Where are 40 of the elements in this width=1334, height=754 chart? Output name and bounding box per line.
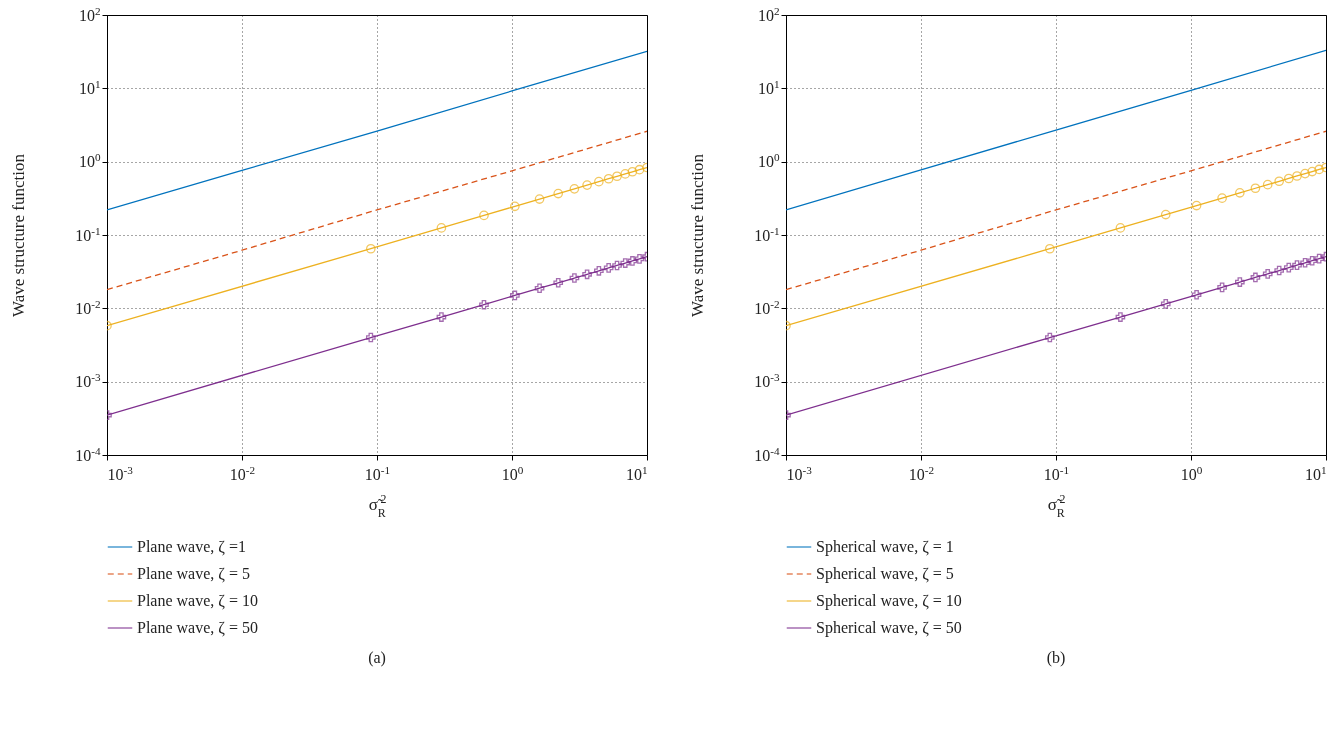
x-tick-label: 10$^{0}$ [501, 463, 524, 483]
x-tick-label: 10$^{-1}$ [1043, 463, 1070, 483]
x-tick-label: 10$^{-2}$ [908, 463, 935, 483]
x-tick-label: 10$^{0}$ [1180, 463, 1203, 483]
line-series [786, 130, 1326, 291]
legend-label: Spherical wave, ζ = 1 [816, 538, 954, 556]
y-tick-label: 10$^{-1}$ [754, 224, 780, 244]
y-tick-label: 10$^{-2}$ [754, 297, 780, 317]
legend-label: Spherical wave, ζ = 50 [816, 619, 962, 637]
y-tick-label: 10$^{2}$ [78, 4, 101, 24]
legend-label: Plane wave, ζ = 5 [137, 565, 250, 583]
y-tick-label: 10$^{1}$ [757, 77, 780, 97]
y-axis-title: Wave structure function [9, 153, 29, 317]
x-tick-label: 10$^{-3}$ [107, 463, 134, 483]
line-series [107, 130, 647, 291]
y-tick-label: 10$^{1}$ [78, 77, 101, 97]
x-tick-label: 10$^{-3}$ [786, 463, 813, 483]
y-tick-label: 10$^{-3}$ [75, 371, 101, 391]
line-series [786, 49, 1326, 211]
y-tick-label: 10$^{-1}$ [75, 224, 101, 244]
x-tick-label: 10$^{1}$ [625, 463, 648, 483]
legend-label: Plane wave, ζ =1 [137, 538, 246, 556]
y-tick-label: 10$^{2}$ [757, 4, 780, 24]
y-tick-label: 10$^{-3}$ [754, 371, 780, 391]
y-tick-label: 10$^{-2}$ [75, 297, 101, 317]
y-tick-label: 10$^{-4}$ [75, 444, 101, 464]
text: (b) [1046, 649, 1066, 667]
legend-label: Spherical wave, ζ = 5 [816, 565, 954, 583]
text: (a) [368, 649, 386, 667]
legend-label: Plane wave, ζ = 10 [137, 592, 258, 610]
y-tick-label: 10$^{0}$ [757, 151, 780, 171]
y-tick-label: 10$^{-4}$ [754, 444, 780, 464]
y-axis-title: Wave structure function [688, 153, 708, 317]
legend-label: Spherical wave, ζ = 10 [816, 592, 962, 610]
legend-label: Plane wave, ζ = 50 [137, 619, 258, 637]
line-series [107, 50, 647, 211]
x-tick-label: 10$^{-2}$ [229, 463, 256, 483]
x-tick-label: 10$^{1}$ [1304, 463, 1327, 483]
x-tick-label: 10$^{-1}$ [364, 463, 391, 483]
y-tick-label: 10$^{0}$ [78, 151, 101, 171]
